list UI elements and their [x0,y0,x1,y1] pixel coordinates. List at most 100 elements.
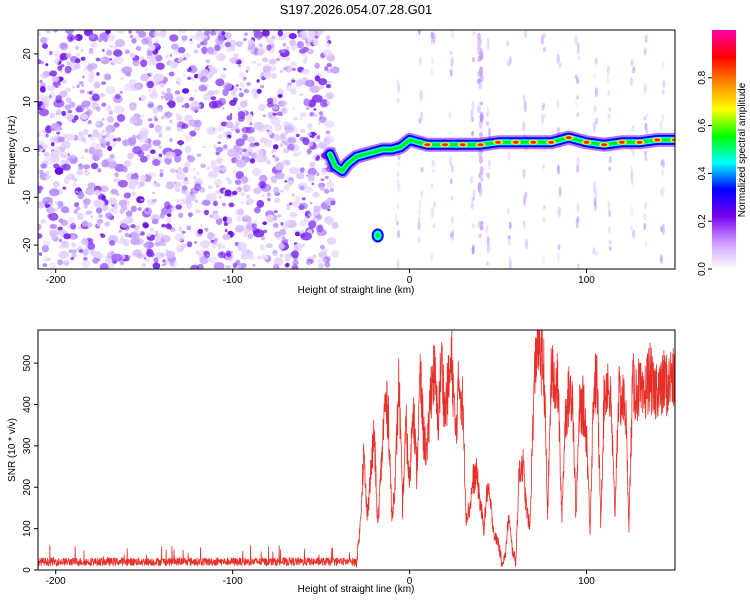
noise-speckle [243,214,249,220]
noise-speckle [324,175,329,180]
streak-speckle [608,240,612,245]
noise-speckle [148,100,152,105]
streak-speckle [593,201,597,212]
streak-speckle [592,247,596,255]
noise-speckle [252,61,256,64]
noise-speckle [50,150,59,159]
noise-speckle [105,141,111,147]
noise-speckle [317,145,320,149]
noise-speckle [204,227,209,232]
noise-speckle [174,90,181,95]
streak-speckle [478,188,483,197]
noise-speckle [212,144,218,149]
streak-speckle [629,77,633,87]
noise-speckle [207,170,219,179]
noise-speckle [299,167,305,173]
spectrogram-x-ticks: -200 -100 0 100 [46,269,595,286]
noise-speckle [299,182,304,187]
y-tick-label: 100 [22,520,33,537]
noise-speckle [256,255,262,260]
streak-speckle [593,104,597,113]
streak-speckle [576,42,580,54]
streak-speckle [479,155,483,164]
noise-speckle [75,106,83,113]
noise-speckle [318,116,327,123]
noise-speckle [237,263,247,269]
noise-speckle [130,224,136,229]
noise-speckle [168,224,173,230]
noise-speckle [226,252,232,258]
noise-speckle [123,160,132,168]
noise-speckle [113,49,123,57]
noise-speckle [227,179,232,185]
noise-speckle [147,59,156,66]
streak-speckle [479,166,484,176]
streak-speckle [479,73,484,83]
noise-speckle [325,92,334,100]
snr-y-label: SNR (10 * v/v) [7,418,18,482]
noise-speckle [49,223,57,230]
noise-speckle [325,35,331,41]
streak-speckle [522,168,526,179]
noise-speckle [326,237,337,245]
noise-speckle [38,153,41,156]
streak-speckle [478,233,483,239]
noise-speckle [102,135,106,139]
streak-speckle [660,159,664,167]
noise-speckle [259,174,268,183]
noise-speckle [161,95,164,99]
noise-speckle [209,30,217,36]
streak-speckle [450,216,454,225]
noise-speckle [75,190,79,194]
noise-speckle [99,185,109,193]
noise-speckle [280,221,284,226]
streak-speckle [659,120,663,130]
snr-x-label: Height of straight line (km) [298,584,415,595]
streak-speckle [608,166,612,171]
noise-speckle [146,80,154,89]
noise-speckle [132,134,137,140]
noise-speckle [40,104,46,109]
noise-speckle [49,188,60,197]
noise-speckle [319,85,324,90]
noise-speckle [74,63,81,70]
noise-speckle [284,149,288,152]
noise-speckle [199,240,211,249]
noise-speckle [82,75,85,79]
snr-plot-area [38,330,675,570]
noise-speckle [215,151,220,156]
noise-speckle [50,142,55,147]
noise-speckle [38,185,44,191]
streak-speckle [607,115,611,125]
noise-speckle [101,102,107,107]
noise-speckle [267,130,273,135]
noise-speckle [39,169,44,174]
noise-speckle [54,208,58,212]
noise-speckle [181,230,186,234]
noise-speckle [181,185,188,191]
noise-speckle [166,217,172,223]
noise-speckle [119,90,123,94]
streak-speckle [396,220,399,226]
noise-speckle [231,91,237,96]
streak-speckle [397,183,401,194]
noise-speckle [109,44,114,48]
noise-speckle [162,259,166,263]
noise-speckle [324,261,331,268]
noise-speckle [56,232,60,236]
noise-speckle [175,172,186,181]
noise-speckle [201,200,207,206]
noise-speckle [72,182,77,187]
noise-speckle [95,143,101,149]
noise-speckle [81,155,85,160]
noise-speckle [49,70,57,77]
noise-speckle [175,80,179,84]
noise-speckle [295,133,300,138]
noise-speckle [42,263,48,268]
noise-speckle [67,216,75,225]
streak-speckle [397,229,400,239]
noise-speckle [225,46,233,53]
streak-speckle [558,206,562,216]
